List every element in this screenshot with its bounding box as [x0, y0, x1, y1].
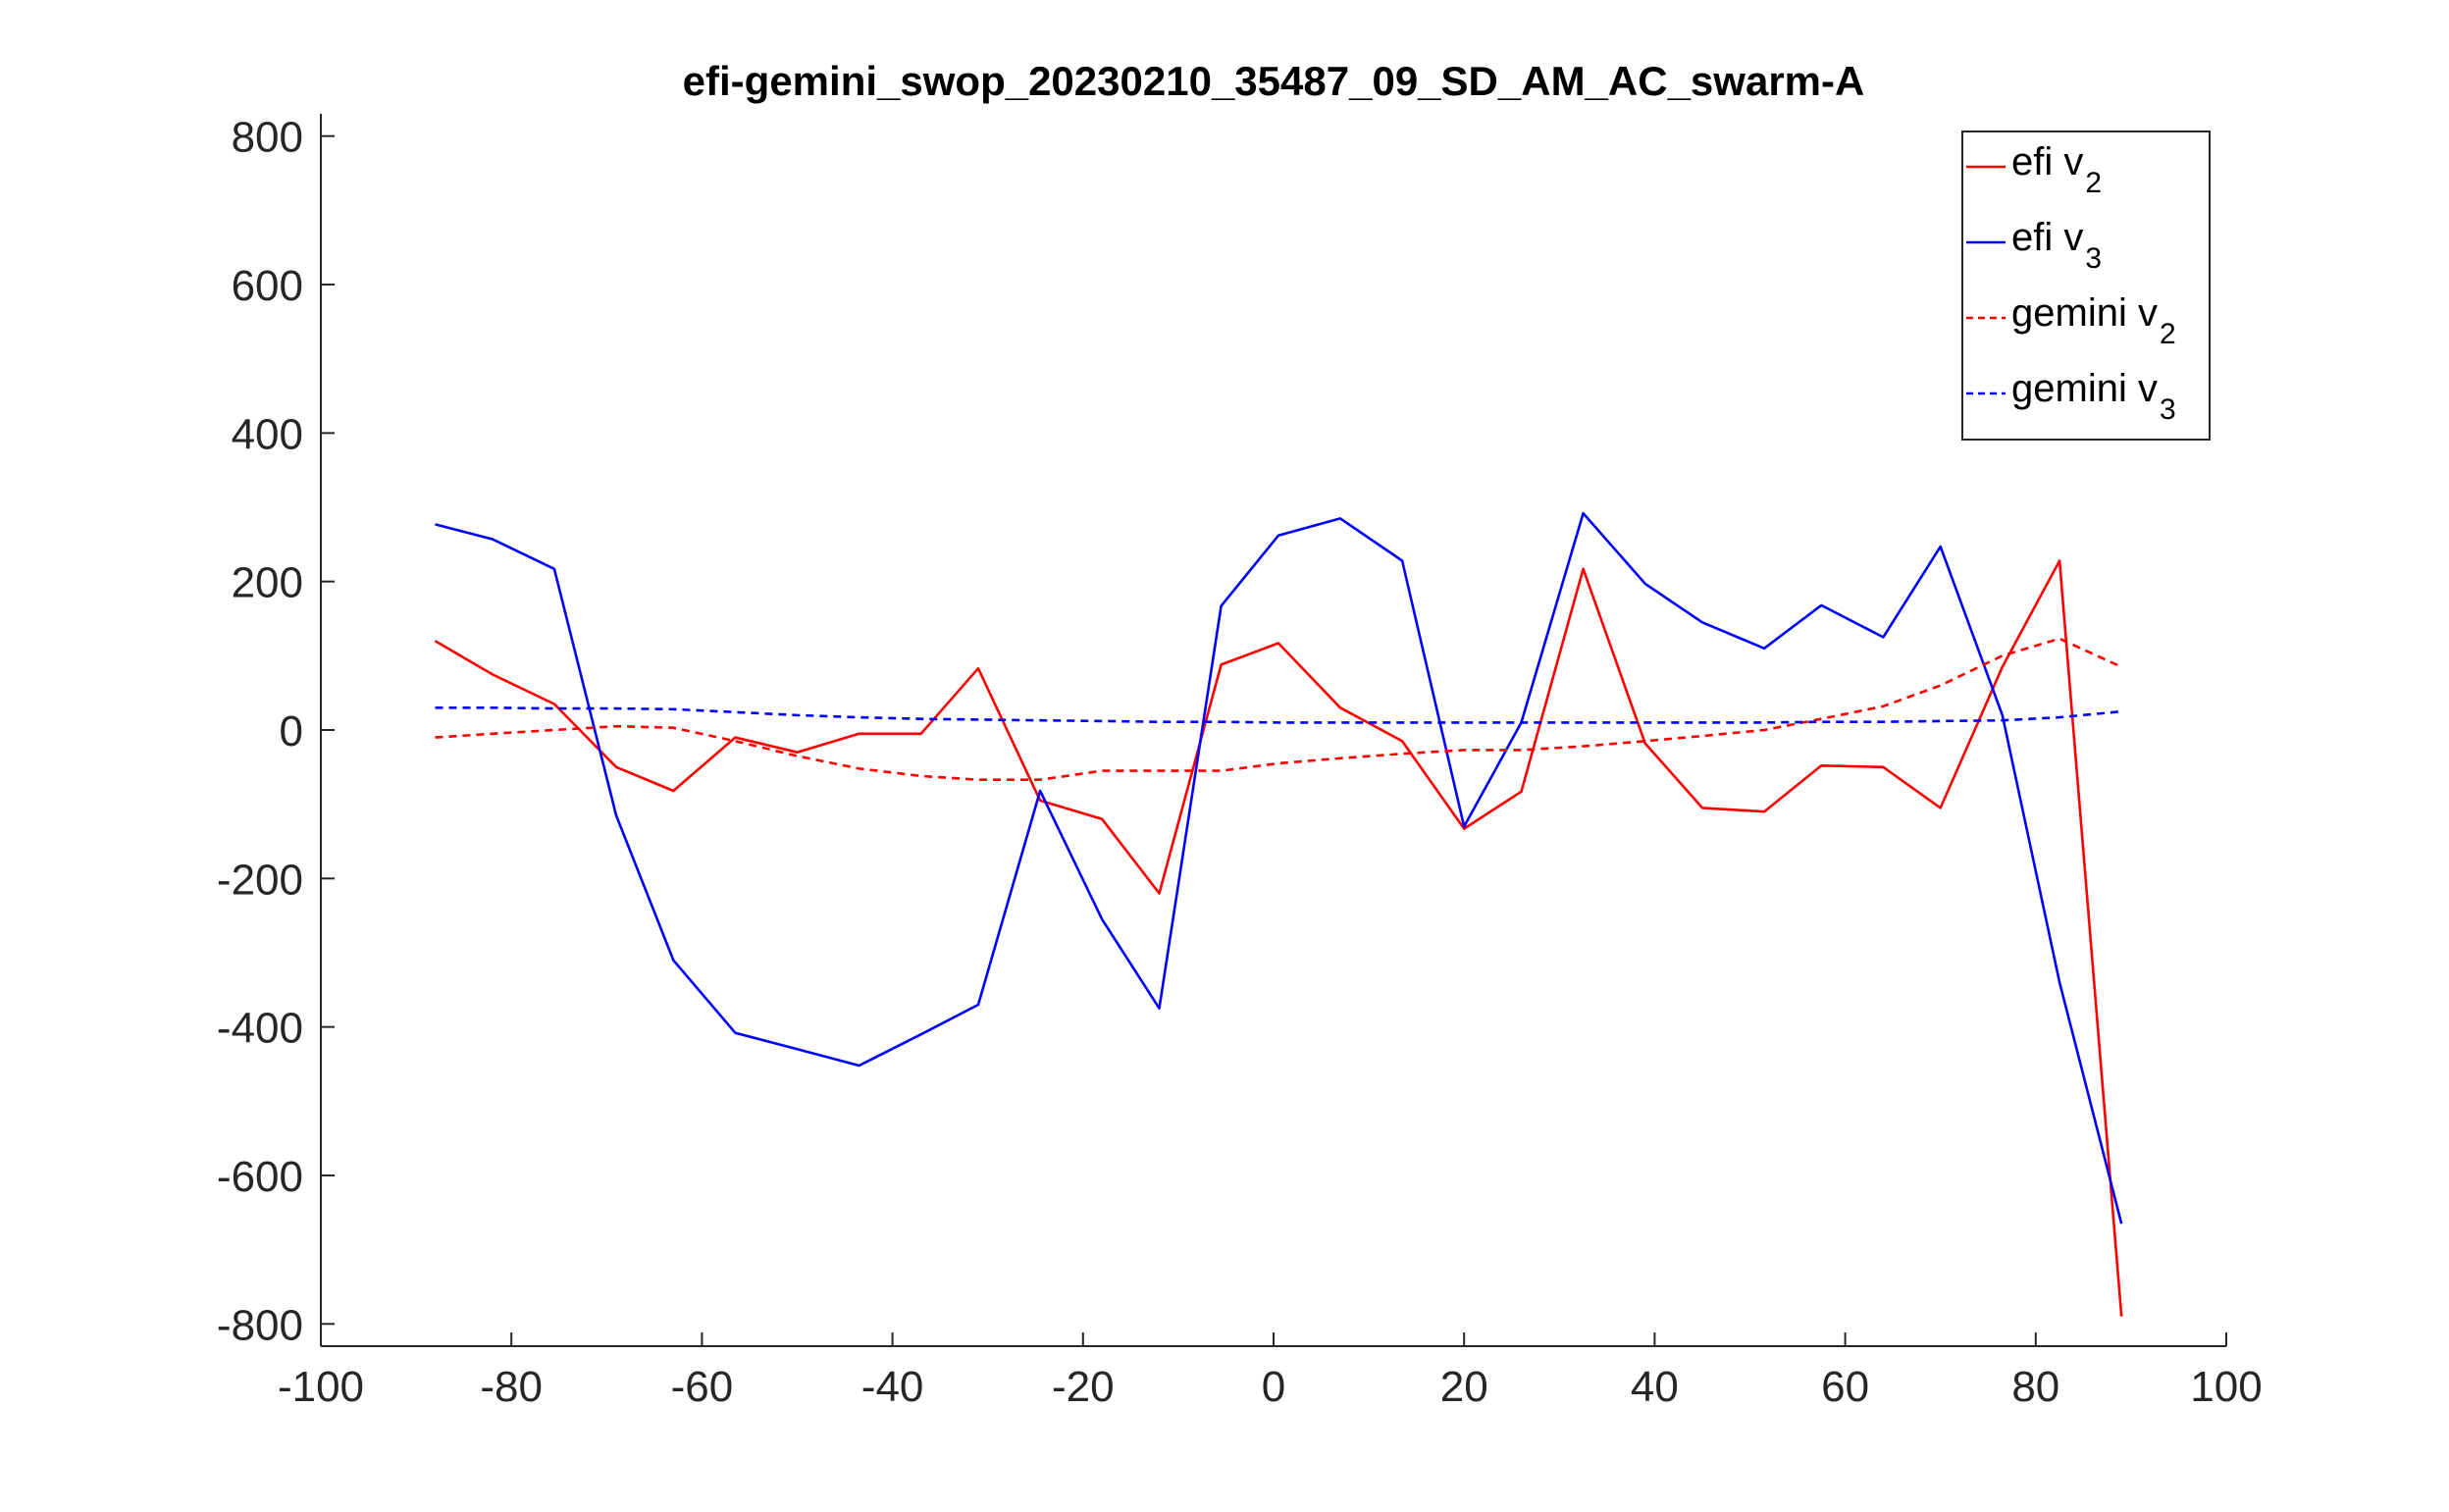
x-tick-label: 20 [1440, 1363, 1488, 1411]
y-tick-label: 600 [232, 262, 303, 310]
chart-title: efi-gemini_swop_20230210_35487_09_SD_AM_… [683, 58, 1865, 104]
y-tick-label: 400 [232, 410, 303, 458]
series-line-1 [434, 559, 2123, 1317]
y-tick-label: -600 [217, 1153, 303, 1201]
legend-subscript: 2 [2160, 318, 2176, 350]
x-tick-label: 40 [1631, 1363, 1679, 1411]
y-tick-label: -400 [217, 1005, 303, 1053]
axes: -100 -80 -60 -40 -20 0 20 40 60 80 100-800-600-400… [217, 114, 2263, 1411]
y-tick-label: -200 [217, 856, 303, 904]
legend-subscript: 3 [2160, 393, 2176, 426]
x-tick-label: 0 [1262, 1363, 1285, 1411]
legend-box [1961, 130, 2211, 441]
y-tick-label: 200 [232, 559, 303, 607]
x-tick-label: 100 [2190, 1363, 2262, 1411]
y-tick-label: 800 [232, 114, 303, 162]
legend-subscript: 2 [2085, 167, 2102, 199]
series-line-3 [435, 637, 2122, 782]
x-tick-label: -40 [861, 1363, 924, 1411]
x-tick-label: 80 [2011, 1363, 2059, 1411]
x-tick-label: -60 [671, 1363, 734, 1411]
y-tick-label: 0 [280, 707, 303, 756]
plot-lines [434, 511, 2123, 1317]
series-line-4 [435, 705, 2122, 724]
x-tick-label: -80 [480, 1363, 543, 1411]
series-line-2 [435, 511, 2123, 1225]
y-tick-label: -800 [217, 1301, 303, 1349]
legend-subscript: 3 [2085, 242, 2102, 275]
x-tick-label: 60 [1821, 1363, 1869, 1411]
x-tick-label: -100 [278, 1363, 364, 1411]
x-tick-label: -20 [1052, 1363, 1115, 1411]
